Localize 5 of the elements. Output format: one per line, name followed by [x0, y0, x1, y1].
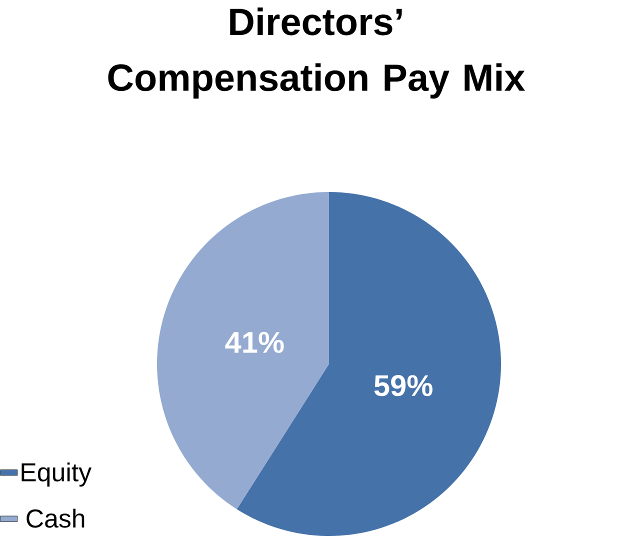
legend-label: Equity — [22, 462, 92, 487]
legend-label: Cash — [26, 508, 84, 528]
data-label: 41% — [225, 332, 284, 353]
data-label: 59% — [374, 375, 432, 396]
chart-title: Directors’ Compensation Pay Mix — [108, 8, 526, 99]
